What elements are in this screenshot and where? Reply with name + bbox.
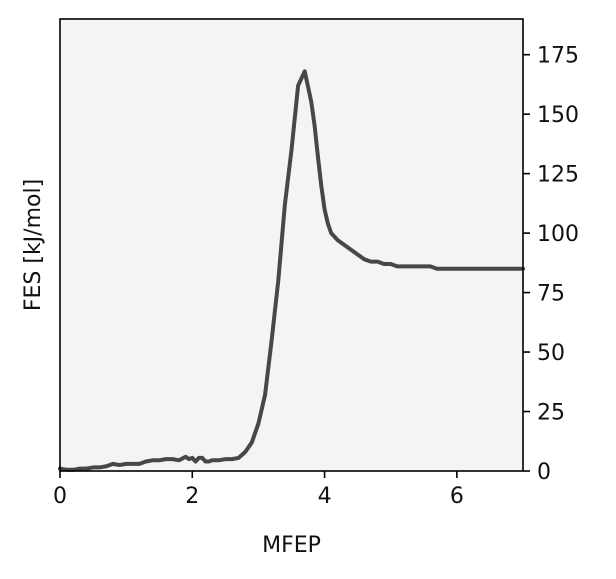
x-tick-label: 0 xyxy=(53,484,67,509)
y-tick-label: 75 xyxy=(537,282,565,307)
x-tick-label: 6 xyxy=(450,484,464,509)
y-tick-label: 150 xyxy=(537,103,579,128)
x-axis-label: MFEP xyxy=(262,533,321,558)
plot-background xyxy=(60,19,523,471)
x-tick-label: 2 xyxy=(185,484,199,509)
y-tick-label: 25 xyxy=(537,401,565,426)
x-axis: 0 2 4 6 xyxy=(53,471,464,509)
y-axis-label: FES [kJ/mol] xyxy=(21,179,46,311)
y-tick-label: 125 xyxy=(537,163,579,188)
plot-frame xyxy=(59,18,524,472)
y-tick-label: 0 xyxy=(537,460,551,485)
y-tick-label: 50 xyxy=(537,341,565,366)
series-line xyxy=(58,69,525,472)
y-tick-label: 175 xyxy=(537,44,579,69)
y-tick-label: 100 xyxy=(537,222,579,247)
x-tick-label: 4 xyxy=(318,484,332,509)
y-axis: 0 25 50 75 100 125 150 175 xyxy=(523,44,579,485)
